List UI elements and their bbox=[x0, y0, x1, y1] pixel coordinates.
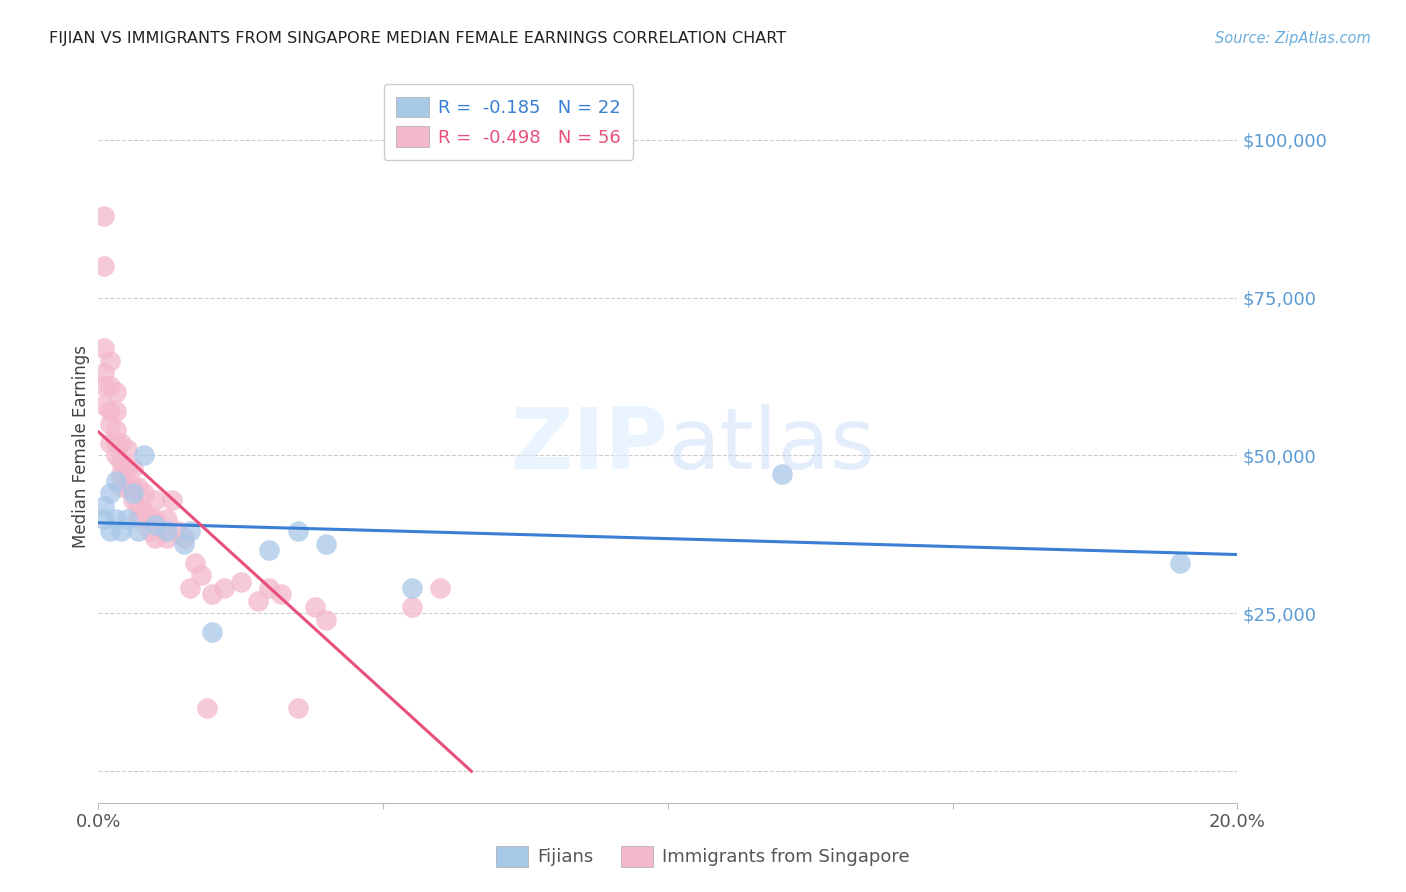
Point bbox=[121, 480, 143, 494]
Text: ZIP: ZIP bbox=[510, 404, 668, 488]
Point bbox=[110, 435, 132, 450]
Point bbox=[110, 455, 132, 469]
Point bbox=[121, 486, 143, 500]
Point bbox=[104, 449, 127, 463]
Point bbox=[270, 587, 292, 601]
Point bbox=[167, 524, 190, 539]
Point bbox=[110, 524, 132, 539]
Point bbox=[401, 600, 423, 615]
Legend: R =  -0.185   N = 22, R =  -0.498   N = 56: R = -0.185 N = 22, R = -0.498 N = 56 bbox=[384, 84, 633, 160]
Point bbox=[315, 537, 337, 551]
Point bbox=[98, 524, 121, 539]
Point bbox=[190, 568, 212, 582]
Point bbox=[145, 492, 167, 507]
Point bbox=[127, 480, 149, 494]
Point bbox=[104, 385, 127, 400]
Point bbox=[259, 581, 281, 595]
Legend: Fijians, Immigrants from Singapore: Fijians, Immigrants from Singapore bbox=[489, 838, 917, 874]
Point bbox=[184, 556, 207, 570]
Point bbox=[93, 209, 115, 223]
Point bbox=[93, 379, 115, 393]
Point bbox=[93, 511, 115, 525]
Point bbox=[98, 435, 121, 450]
Point bbox=[156, 531, 179, 545]
Point bbox=[138, 524, 160, 539]
Point bbox=[246, 593, 269, 607]
Point bbox=[156, 524, 179, 539]
Point bbox=[229, 574, 252, 589]
Point bbox=[127, 524, 149, 539]
Point bbox=[121, 492, 143, 507]
Point bbox=[304, 600, 326, 615]
Text: Source: ZipAtlas.com: Source: ZipAtlas.com bbox=[1215, 31, 1371, 46]
Point bbox=[195, 701, 218, 715]
Point bbox=[201, 587, 224, 601]
Point bbox=[212, 581, 235, 595]
Point bbox=[115, 442, 138, 457]
Point bbox=[127, 499, 149, 513]
Point bbox=[93, 367, 115, 381]
Point bbox=[104, 423, 127, 437]
Point bbox=[287, 524, 309, 539]
Point bbox=[770, 467, 793, 482]
Point bbox=[93, 341, 115, 355]
Point bbox=[145, 531, 167, 545]
Point bbox=[201, 625, 224, 640]
Point bbox=[115, 461, 138, 475]
Point bbox=[401, 581, 423, 595]
Point bbox=[110, 480, 132, 494]
Point bbox=[173, 537, 195, 551]
Y-axis label: Median Female Earnings: Median Female Earnings bbox=[72, 344, 90, 548]
Point bbox=[98, 379, 121, 393]
Point bbox=[259, 543, 281, 558]
Point bbox=[145, 517, 167, 532]
Point bbox=[1170, 556, 1192, 570]
Point bbox=[173, 531, 195, 545]
Point bbox=[162, 492, 184, 507]
Point bbox=[93, 499, 115, 513]
Point bbox=[115, 480, 138, 494]
Point bbox=[104, 474, 127, 488]
Point bbox=[110, 467, 132, 482]
Point bbox=[104, 511, 127, 525]
Point bbox=[132, 449, 155, 463]
Point bbox=[179, 581, 201, 595]
Point bbox=[179, 524, 201, 539]
Point bbox=[98, 353, 121, 368]
Point bbox=[429, 581, 451, 595]
Point bbox=[98, 404, 121, 418]
Point bbox=[138, 511, 160, 525]
Point bbox=[132, 486, 155, 500]
Text: atlas: atlas bbox=[668, 404, 876, 488]
Point bbox=[93, 259, 115, 273]
Point bbox=[132, 505, 155, 519]
Point bbox=[127, 511, 149, 525]
Point bbox=[115, 511, 138, 525]
Point bbox=[156, 511, 179, 525]
Point bbox=[287, 701, 309, 715]
Point bbox=[104, 404, 127, 418]
Point bbox=[104, 435, 127, 450]
Point bbox=[98, 486, 121, 500]
Point bbox=[315, 613, 337, 627]
Text: FIJIAN VS IMMIGRANTS FROM SINGAPORE MEDIAN FEMALE EARNINGS CORRELATION CHART: FIJIAN VS IMMIGRANTS FROM SINGAPORE MEDI… bbox=[49, 31, 786, 46]
Point bbox=[121, 461, 143, 475]
Point bbox=[93, 398, 115, 412]
Point bbox=[145, 511, 167, 525]
Point bbox=[98, 417, 121, 431]
